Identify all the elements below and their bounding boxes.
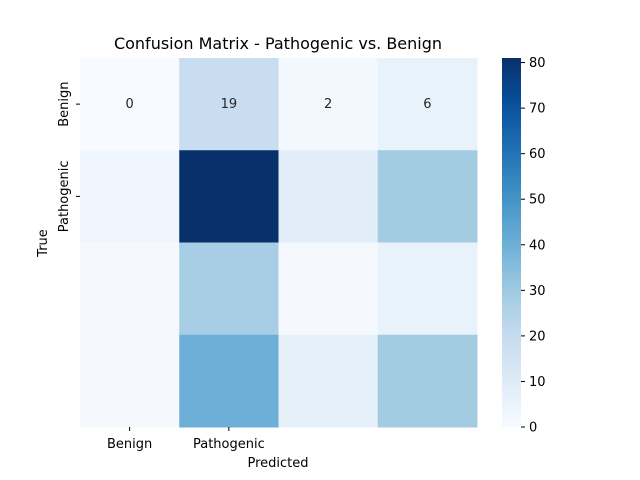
colorbar-tick-label: 30 bbox=[529, 284, 546, 299]
heatmap-cell bbox=[377, 150, 478, 243]
heatmap-cell bbox=[278, 150, 379, 243]
colorbar-tick-label: 70 bbox=[529, 102, 546, 117]
y-axis-label: True bbox=[36, 229, 51, 258]
heatmap-cell bbox=[278, 58, 379, 151]
y-tick-label: Pathogenic bbox=[57, 160, 72, 232]
heatmap-cell bbox=[179, 58, 279, 151]
heatmap-cell bbox=[377, 242, 478, 336]
colorbar-tick-label: 60 bbox=[529, 147, 546, 162]
cell-value-label: 0 bbox=[125, 97, 133, 112]
heatmap-cell bbox=[179, 150, 279, 243]
heatmap-cells bbox=[80, 58, 478, 428]
y-tick-label: Benign bbox=[57, 81, 72, 126]
colorbar-tick-label: 0 bbox=[529, 421, 537, 436]
heatmap-cell bbox=[80, 242, 180, 336]
x-tick-label: Benign bbox=[107, 437, 152, 452]
y-axis-ticks: Benign Pathogenic bbox=[57, 81, 80, 232]
heatmap-cell bbox=[80, 150, 180, 243]
heatmap-cell bbox=[278, 334, 379, 428]
cell-value-label: 19 bbox=[221, 97, 238, 112]
x-axis-ticks: Benign Pathogenic bbox=[107, 427, 265, 452]
heatmap-cell bbox=[80, 334, 180, 428]
colorbar-gradient bbox=[502, 58, 521, 427]
cell-value-label: 2 bbox=[324, 97, 332, 112]
x-axis-label: Predicted bbox=[247, 456, 308, 471]
heatmap-cell bbox=[377, 58, 478, 151]
colorbar: 0 10 20 30 40 50 60 70 80 bbox=[502, 56, 546, 436]
chart-title: Confusion Matrix - Pathogenic vs. Benign bbox=[114, 34, 442, 53]
colorbar-tick-label: 10 bbox=[529, 375, 546, 390]
heatmap-cell-labels: 0 19 2 6 bbox=[125, 97, 431, 112]
cell-value-label: 6 bbox=[423, 97, 431, 112]
colorbar-tick-label: 50 bbox=[529, 193, 546, 208]
heatmap-cell bbox=[377, 334, 478, 428]
heatmap-cell bbox=[179, 334, 279, 428]
heatmap-cell bbox=[179, 242, 279, 336]
colorbar-tick-label: 20 bbox=[529, 329, 546, 344]
colorbar-tick-label: 80 bbox=[529, 56, 546, 71]
x-tick-label: Pathogenic bbox=[193, 437, 265, 452]
heatmap-cell bbox=[80, 58, 180, 151]
heatmap-cell bbox=[278, 242, 379, 336]
colorbar-tick-label: 40 bbox=[529, 238, 546, 253]
